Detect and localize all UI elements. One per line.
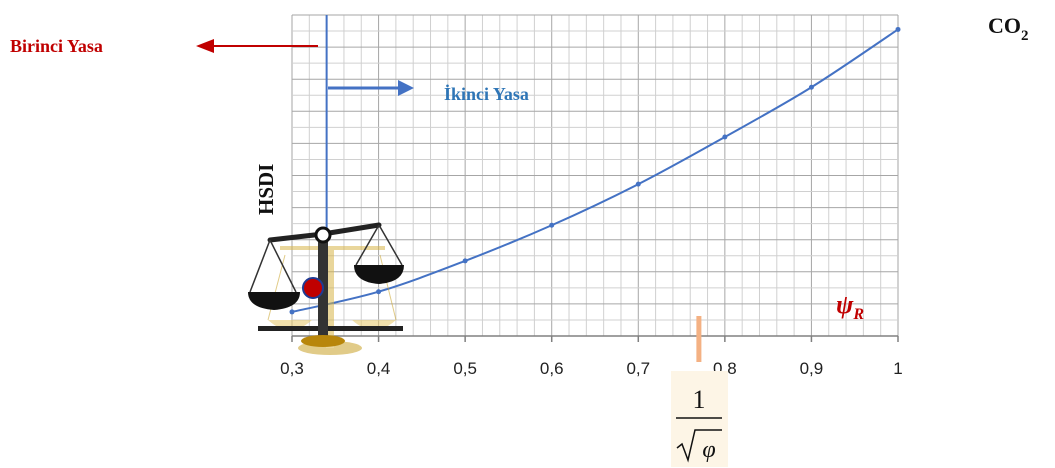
x-axis <box>291 335 899 342</box>
x-tick-labels: 0,3 0,4 0,5 0,6 0,7 0,8 0,9 1 <box>280 359 903 378</box>
series-points <box>289 26 901 315</box>
inverse-sqrt-phi-label: 1 φ <box>671 371 728 467</box>
svg-text:1: 1 <box>693 385 706 414</box>
x-tick-label: 0,4 <box>367 359 391 378</box>
data-point <box>289 309 295 315</box>
balance-scale-icon <box>248 222 404 355</box>
x-tick-label: 0,6 <box>540 359 564 378</box>
left-arrow-icon <box>196 39 318 53</box>
ikinci-yasa-label: İkinci Yasa <box>444 84 529 104</box>
data-point <box>549 222 555 228</box>
right-arrow-icon <box>328 80 414 96</box>
grid <box>291 14 899 337</box>
co2-label: CO2 <box>988 13 1029 44</box>
x-tick-label: 0,7 <box>626 359 650 378</box>
data-point <box>462 258 468 264</box>
x-tick-label: 0,3 <box>280 359 304 378</box>
data-point <box>808 84 814 90</box>
svg-text:φ: φ <box>702 437 715 463</box>
y-axis-label: HSDI <box>254 164 278 215</box>
data-point <box>895 26 901 32</box>
data-point <box>722 134 728 140</box>
sqrt-icon <box>676 429 722 463</box>
x-tick-label: 0,5 <box>453 359 477 378</box>
x-tick-label: 0,9 <box>800 359 824 378</box>
x-axis-label: ψR <box>836 290 864 323</box>
data-point <box>635 181 641 187</box>
birinci-yasa-label: Birinci Yasa <box>10 36 103 56</box>
marker-tick <box>696 316 702 362</box>
data-point <box>376 289 382 295</box>
x-tick-label: 1 <box>893 359 902 378</box>
